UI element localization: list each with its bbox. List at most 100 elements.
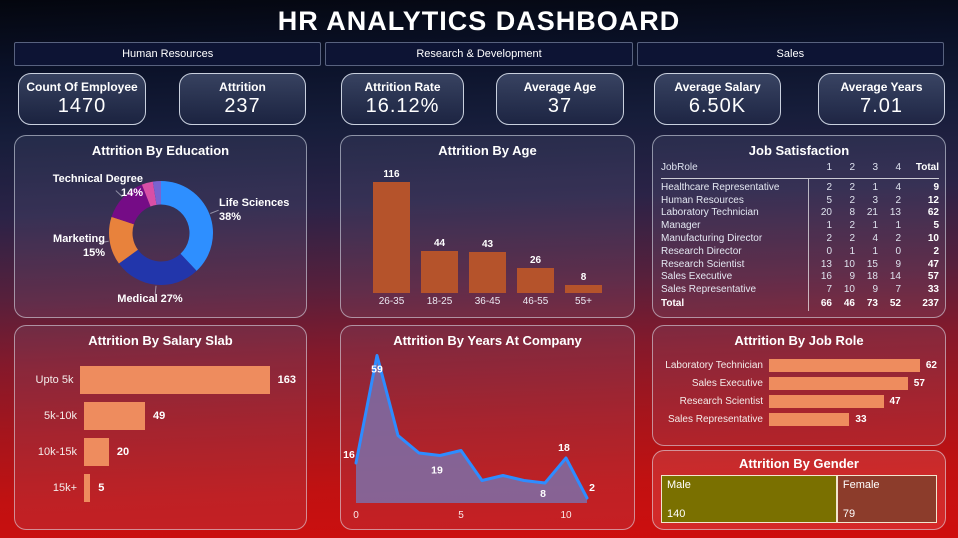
panel-attrition-by-years-at-company: Attrition By Years At Company 16 59 19 8 18 2…: [340, 325, 635, 530]
table-row[interactable]: Manager 1 2 1 1 5: [661, 220, 939, 233]
table-row[interactable]: Research Scientist 13 10 15 9 47: [661, 258, 939, 272]
kpi-label: Average Years: [840, 80, 923, 94]
table-header-total: Total: [901, 162, 939, 179]
kpi-value: 7.01: [860, 95, 903, 117]
education-slice-life-sciences[interactable]: [161, 181, 214, 271]
chart-title: Attrition By Job Role: [734, 333, 864, 348]
education-slice-other[interactable]: [152, 181, 161, 205]
donut-leader-line: [210, 209, 219, 214]
kpi-card-average-salary: Average Salary 6.50K: [654, 73, 781, 125]
tab-bar: Human Resources Research & Development S…: [14, 42, 944, 66]
age-axis-categories: 26-35 18-25 36-45 46-55 55+: [341, 296, 634, 307]
category-label: Laboratory Technician: [665, 360, 763, 371]
bar-5k-10k[interactable]: [84, 402, 145, 430]
point-label: 2: [589, 482, 595, 494]
attrition-by-salary-slab-row-5k-10k: 5k-10k 49: [25, 402, 296, 430]
attrition-by-job-role-row-research-scientist: Research Scientist 47: [661, 395, 937, 408]
age-category-label: 36-45: [474, 296, 501, 307]
treemap-block-male[interactable]: Male 140: [661, 475, 837, 523]
donut-label-marketing: Marketing 15%: [53, 233, 105, 259]
table-header-4: 4: [878, 162, 901, 179]
age-bar-36-45[interactable]: [469, 251, 506, 293]
bar-value: 49: [153, 410, 166, 422]
age-bar-value: 26: [529, 255, 542, 267]
point-label: 59: [371, 364, 383, 376]
age-bar-55[interactable]: [565, 285, 602, 293]
bar-upto-5k[interactable]: [80, 366, 270, 394]
treemap-block-female[interactable]: Female 79: [836, 475, 937, 523]
bar-laboratory-technician[interactable]: [768, 359, 920, 372]
treemap-label: Male: [667, 479, 691, 491]
bar-sales-executive[interactable]: [769, 377, 908, 390]
bar-sales-representative[interactable]: [769, 413, 850, 426]
table-row[interactable]: Sales Representative 7 10 9 7 33: [661, 284, 939, 297]
bar-value: 5: [98, 482, 105, 494]
attrition-by-salary-slab-row-10k-15k: 10k-15k 20: [25, 438, 296, 466]
bar-15k[interactable]: [84, 474, 91, 502]
tab-human-resources[interactable]: Human Resources: [14, 42, 322, 66]
age-bar-group-46-55: 26: [517, 255, 554, 293]
education-slice-technical-degree[interactable]: [111, 184, 151, 225]
chart-title: Job Satisfaction: [748, 143, 850, 158]
point-label: 8: [540, 488, 546, 500]
bar-10k-15k[interactable]: [84, 438, 109, 466]
area-fill[interactable]: [356, 355, 587, 504]
treemap-value: 79: [842, 508, 856, 520]
chart-title: Attrition By Gender: [739, 456, 859, 471]
kpi-card-average-years: Average Years 7.01: [818, 73, 945, 125]
age-bar-group-55: 8: [565, 272, 602, 293]
attrition-by-job-role-row-laboratory-technician: Laboratory Technician 62: [661, 359, 937, 372]
treemap-label: Female: [842, 479, 880, 491]
table-row[interactable]: Laboratory Technician 20 8 21 13 62: [661, 207, 939, 221]
category-label: Sales Representative: [667, 414, 763, 425]
tab-research-and-development[interactable]: Research & Development: [325, 42, 633, 66]
category-label: 15k+: [52, 482, 77, 494]
table-row[interactable]: Sales Executive 16 9 18 14 57: [661, 271, 939, 285]
age-category-label: 46-55: [522, 296, 549, 307]
point-label: 19: [431, 465, 443, 477]
bar-value: 33: [855, 414, 867, 425]
panel-job-satisfaction: Job Satisfaction JobRole 1 2 3 4 Total Healthc…: [652, 135, 946, 318]
age-bar-46-55[interactable]: [517, 268, 554, 293]
bar-value: 62: [925, 360, 937, 371]
age-bar-value: 116: [383, 169, 400, 180]
kpi-label: Attrition: [219, 80, 266, 94]
panel-attrition-by-age: Attrition By Age 116 44 43 26 8 26-35 18-25 36…: [340, 135, 635, 318]
age-category-label: 55+: [575, 296, 592, 307]
age-bar-group-36-45: 43: [469, 239, 506, 293]
category-label: Upto 5k: [35, 374, 74, 386]
bar-value: 20: [116, 446, 130, 458]
education-donut-chart[interactable]: [96, 168, 226, 298]
bar-research-scientist[interactable]: [769, 395, 884, 408]
x-axis-tick: 0: [353, 510, 359, 521]
kpi-card-count-of-employee: Count Of Employee 1470: [18, 73, 146, 125]
donut-leader-line: [99, 240, 109, 244]
treemap-value: 140: [667, 508, 686, 520]
education-slice-medical[interactable]: [118, 249, 197, 286]
education-slice-marketing[interactable]: [109, 216, 138, 264]
table-header-2: 2: [832, 162, 855, 179]
category-label: Research Scientist: [679, 396, 763, 407]
kpi-value: 16.12%: [365, 95, 440, 117]
table-row[interactable]: Research Director 0 1 1 0 2: [661, 245, 939, 259]
table-row[interactable]: Manufacturing Director 2 2 4 2 10: [661, 232, 939, 246]
table-row[interactable]: Healthcare Representative 2 2 1 4 9: [661, 178, 939, 195]
chart-title: Attrition By Salary Slab: [88, 333, 233, 348]
job-satisfaction-table[interactable]: JobRole 1 2 3 4 Total Healthcare Representativ…: [661, 162, 939, 311]
bar-value: 47: [889, 396, 901, 407]
kpi-value: 1470: [57, 95, 107, 117]
age-bar-26-35[interactable]: [373, 182, 410, 293]
x-axis-tick: 10: [560, 510, 572, 521]
kpi-value: 6.50K: [688, 95, 747, 117]
category-label: Sales Executive: [691, 378, 763, 389]
age-bar-value: 43: [481, 238, 494, 250]
age-bar-18-25[interactable]: [421, 250, 458, 293]
tab-sales[interactable]: Sales: [636, 42, 944, 66]
years-area-chart[interactable]: 16 59 19 8 18 2 0 5 10: [341, 326, 634, 529]
table-header-1: 1: [808, 162, 832, 179]
bar-value: 57: [913, 378, 925, 389]
table-row[interactable]: Human Resources 5 2 3 2 12: [661, 194, 939, 208]
kpi-label: Count Of Employee: [26, 80, 138, 94]
education-slice-other[interactable]: [141, 181, 157, 207]
